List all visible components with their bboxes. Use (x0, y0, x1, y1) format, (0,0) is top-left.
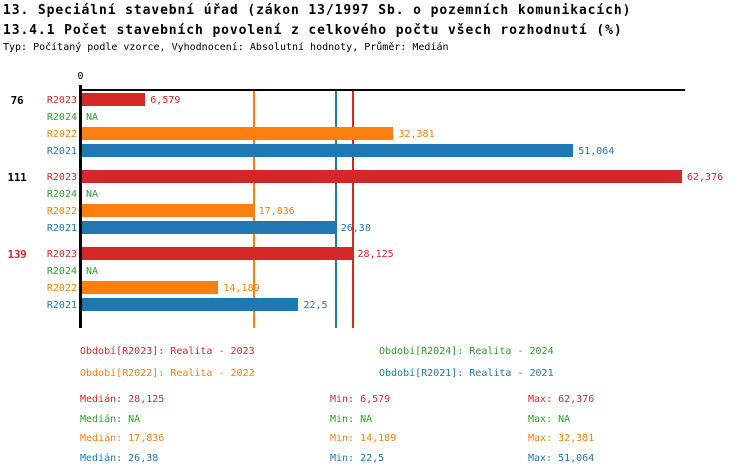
series-label-r2023: R2023 (46, 95, 77, 106)
series-label-r2023: R2023 (46, 172, 77, 183)
group-label: 111 (7, 171, 27, 184)
bar-r2021 (82, 144, 574, 157)
stat-min-r2023: Min: 6,579 (330, 394, 391, 405)
group-label: 76 (10, 94, 24, 107)
bar-value-label: 14,189 (223, 283, 260, 294)
bar-value-label: 62,376 (687, 172, 724, 183)
bar-value-label: 32,381 (398, 129, 435, 140)
bar-value-label: 17,836 (258, 206, 295, 217)
x-axis-line (80, 89, 685, 91)
na-value-label: NA (86, 266, 99, 277)
report-title: 13. Speciální stavební úřad (zákon 13/19… (3, 3, 632, 18)
bar-value-label: 6,579 (150, 95, 181, 106)
bar-value-label: 51,064 (578, 146, 615, 157)
stat-median-r2023: Medián: 28,125 (80, 394, 165, 405)
bar-r2023 (82, 247, 353, 260)
stat-max-r2024: Max: NA (528, 414, 571, 425)
bar-r2021 (82, 298, 299, 311)
bar-r2023 (82, 93, 146, 106)
legend-item-r2021: Období[R2021]: Realita - 2021 (379, 368, 554, 379)
series-label-r2024: R2024 (46, 189, 77, 200)
stat-min-r2024: Min: NA (330, 414, 373, 425)
stat-min-r2021: Min: 22,5 (330, 453, 385, 464)
bar-r2021 (82, 221, 336, 234)
series-label-r2022: R2022 (46, 129, 77, 140)
stat-median-r2024: Medián: NA (80, 414, 141, 425)
report-subtitle: 13.4.1 Počet stavebních povolení z celko… (3, 23, 623, 38)
bar-r2022 (82, 204, 254, 217)
series-label-r2023: R2023 (46, 249, 77, 260)
series-label-r2024: R2024 (46, 112, 77, 123)
series-label-r2021: R2021 (46, 146, 77, 157)
series-label-r2024: R2024 (46, 266, 77, 277)
stat-max-r2022: Max: 32,381 (528, 433, 595, 444)
series-label-r2022: R2022 (46, 206, 77, 217)
na-value-label: NA (86, 189, 99, 200)
legend-item-r2024: Období[R2024]: Realita - 2024 (379, 346, 554, 357)
legend-item-r2023: Období[R2023]: Realita - 2023 (80, 346, 255, 357)
bar-r2022 (82, 281, 219, 294)
group-label: 139 (7, 248, 27, 261)
stat-max-r2021: Max: 51,064 (528, 453, 595, 464)
bar-value-label: 22,5 (303, 300, 328, 311)
median-line-r2022 (252, 90, 255, 328)
stat-median-r2021: Medián: 26,38 (80, 453, 159, 464)
report-meta-line: Typ: Počítaný podle vzorce, Vyhodnocení:… (3, 42, 449, 53)
x-axis-origin-label: 0 (77, 71, 84, 82)
bar-value-label: 26,38 (340, 223, 371, 234)
median-line-r2023 (351, 90, 354, 328)
median-line-r2021 (334, 90, 337, 328)
bar-r2023 (82, 170, 682, 183)
series-label-r2022: R2022 (46, 283, 77, 294)
stat-max-r2023: Max: 62,376 (528, 394, 595, 405)
stat-median-r2022: Medián: 17,836 (80, 433, 165, 444)
na-value-label: NA (86, 112, 99, 123)
stat-min-r2022: Min: 14,189 (330, 433, 397, 444)
y-axis-line (79, 85, 82, 328)
bar-value-label: 28,125 (357, 249, 394, 260)
series-label-r2021: R2021 (46, 223, 77, 234)
bar-r2022 (82, 127, 394, 140)
legend-item-r2022: Období[R2022]: Realita - 2022 (80, 368, 255, 379)
series-label-r2021: R2021 (46, 300, 77, 311)
